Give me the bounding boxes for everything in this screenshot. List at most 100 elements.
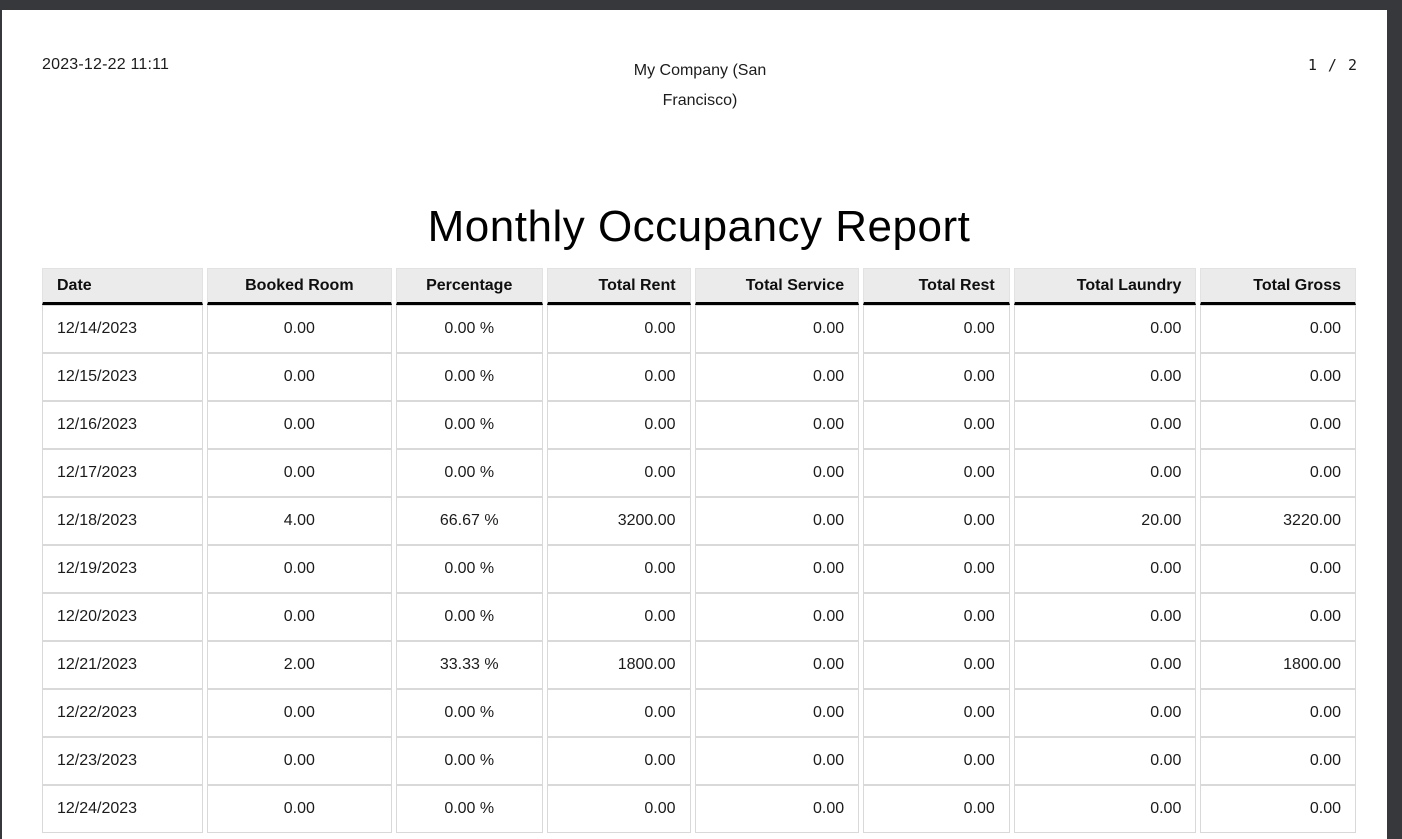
value-cell: 0.00 xyxy=(1013,641,1197,689)
value-cell: 0.00 % xyxy=(395,689,543,737)
value-cell: 0.00 % xyxy=(395,785,543,833)
value-cell: 0.00 xyxy=(546,305,691,353)
column-header: Total Laundry xyxy=(1013,268,1197,305)
value-cell: 0.00 xyxy=(1013,353,1197,401)
table-row: 12/14/2023 0.00 0.00 % 0.00 0.00 0.00 0.00 0.00 xyxy=(42,305,1356,353)
value-cell: 1800.00 xyxy=(546,641,691,689)
date-cell: 12/22/2023 xyxy=(42,689,203,737)
value-cell: 0.00 xyxy=(694,689,860,737)
value-cell: 0.00 xyxy=(694,785,860,833)
value-cell: 4.00 xyxy=(206,497,392,545)
value-cell: 0.00 xyxy=(863,641,1010,689)
value-cell: 0.00 xyxy=(1200,353,1356,401)
value-cell: 0.00 xyxy=(206,449,392,497)
column-header: Total Rent xyxy=(546,268,691,305)
date-cell: 12/18/2023 xyxy=(42,497,203,545)
value-cell: 0.00 xyxy=(206,785,392,833)
column-header: Total Rest xyxy=(863,268,1010,305)
value-cell: 0.00 xyxy=(546,689,691,737)
date-cell: 12/20/2023 xyxy=(42,593,203,641)
page-counter: 1 / 2 xyxy=(1307,56,1358,74)
value-cell: 0.00 xyxy=(1013,785,1197,833)
value-cell: 0.00 xyxy=(1013,305,1197,353)
value-cell: 0.00 % xyxy=(395,737,543,785)
value-cell: 0.00 xyxy=(1200,737,1356,785)
value-cell: 0.00 xyxy=(863,449,1010,497)
value-cell: 0.00 % xyxy=(395,353,543,401)
value-cell: 0.00 xyxy=(206,401,392,449)
date-cell: 12/21/2023 xyxy=(42,641,203,689)
value-cell: 1800.00 xyxy=(1200,641,1356,689)
value-cell: 0.00 xyxy=(546,449,691,497)
occupancy-table: Date Booked Room Percentage Total Rent Total… xyxy=(38,268,1360,833)
report-header: 2023-12-22 11:11 My Company (San Francis… xyxy=(38,56,1360,116)
report-page: 2023-12-22 11:11 My Company (San Francis… xyxy=(2,10,1387,839)
column-header: Total Service xyxy=(694,268,860,305)
column-header: Date xyxy=(42,268,203,305)
table-row: 12/21/2023 2.00 33.33 % 1800.00 0.00 0.00 0.00… xyxy=(42,641,1356,689)
value-cell: 0.00 xyxy=(1200,545,1356,593)
value-cell: 0.00 % xyxy=(395,593,543,641)
table-header-row: Date Booked Room Percentage Total Rent Total… xyxy=(42,268,1356,305)
value-cell: 0.00 xyxy=(1200,305,1356,353)
value-cell: 0.00 xyxy=(863,401,1010,449)
value-cell: 0.00 xyxy=(1200,689,1356,737)
value-cell: 0.00 xyxy=(863,305,1010,353)
value-cell: 0.00 % xyxy=(395,545,543,593)
value-cell: 3220.00 xyxy=(1200,497,1356,545)
value-cell: 0.00 xyxy=(546,545,691,593)
value-cell: 0.00 % xyxy=(395,305,543,353)
date-cell: 12/23/2023 xyxy=(42,737,203,785)
table-row: 12/15/2023 0.00 0.00 % 0.00 0.00 0.00 0.00 0.00 xyxy=(42,353,1356,401)
value-cell: 0.00 xyxy=(694,593,860,641)
value-cell: 0.00 xyxy=(206,689,392,737)
value-cell: 0.00 xyxy=(1013,593,1197,641)
table-row: 12/22/2023 0.00 0.00 % 0.00 0.00 0.00 0.00 0.00 xyxy=(42,689,1356,737)
value-cell: 0.00 xyxy=(694,737,860,785)
value-cell: 0.00 xyxy=(863,785,1010,833)
printed-datetime: 2023-12-22 11:11 xyxy=(42,56,170,73)
value-cell: 0.00 xyxy=(1013,449,1197,497)
value-cell: 0.00 xyxy=(206,545,392,593)
value-cell: 0.00 xyxy=(863,497,1010,545)
date-cell: 12/16/2023 xyxy=(42,401,203,449)
table-row: 12/19/2023 0.00 0.00 % 0.00 0.00 0.00 0.00 0.00 xyxy=(42,545,1356,593)
date-cell: 12/14/2023 xyxy=(42,305,203,353)
table-row: 12/17/2023 0.00 0.00 % 0.00 0.00 0.00 0.00 0.00 xyxy=(42,449,1356,497)
value-cell: 0.00 xyxy=(1200,449,1356,497)
value-cell: 0.00 xyxy=(1013,737,1197,785)
value-cell: 0.00 xyxy=(863,689,1010,737)
value-cell: 0.00 xyxy=(1013,689,1197,737)
table-body: 12/14/2023 0.00 0.00 % 0.00 0.00 0.00 0.00 0.00… xyxy=(42,305,1356,833)
date-cell: 12/15/2023 xyxy=(42,353,203,401)
value-cell: 3200.00 xyxy=(546,497,691,545)
value-cell: 0.00 xyxy=(1200,593,1356,641)
value-cell: 20.00 xyxy=(1013,497,1197,545)
date-cell: 12/24/2023 xyxy=(42,785,203,833)
value-cell: 0.00 xyxy=(546,785,691,833)
column-header: Booked Room xyxy=(206,268,392,305)
value-cell: 0.00 xyxy=(694,401,860,449)
value-cell: 0.00 xyxy=(694,545,860,593)
value-cell: 0.00 xyxy=(863,545,1010,593)
date-cell: 12/17/2023 xyxy=(42,449,203,497)
value-cell: 0.00 xyxy=(863,353,1010,401)
value-cell: 33.33 % xyxy=(395,641,543,689)
value-cell: 0.00 xyxy=(206,737,392,785)
value-cell: 0.00 % xyxy=(395,449,543,497)
company-name: My Company (San Francisco) xyxy=(633,62,767,109)
table-row: 12/24/2023 0.00 0.00 % 0.00 0.00 0.00 0.00 0.00 xyxy=(42,785,1356,833)
column-header: Total Gross xyxy=(1200,268,1356,305)
value-cell: 0.00 xyxy=(1200,401,1356,449)
value-cell: 0.00 xyxy=(546,593,691,641)
date-cell: 12/19/2023 xyxy=(42,545,203,593)
value-cell: 66.67 % xyxy=(395,497,543,545)
table-row: 12/23/2023 0.00 0.00 % 0.00 0.00 0.00 0.00 0.00 xyxy=(42,737,1356,785)
value-cell: 0.00 xyxy=(1013,401,1197,449)
value-cell: 0.00 xyxy=(546,353,691,401)
table-row: 12/16/2023 0.00 0.00 % 0.00 0.00 0.00 0.00 0.00 xyxy=(42,401,1356,449)
value-cell: 0.00 xyxy=(206,353,392,401)
value-cell: 0.00 xyxy=(1013,545,1197,593)
value-cell: 0.00 xyxy=(1200,785,1356,833)
value-cell: 0.00 xyxy=(694,641,860,689)
